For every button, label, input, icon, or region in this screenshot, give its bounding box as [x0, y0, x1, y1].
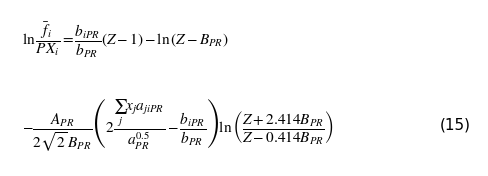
Text: (15): (15) — [440, 118, 471, 133]
Text: $- \dfrac{A_{PR}}{2\sqrt{2}\, B_{PR}} \left( 2 \dfrac{\sum_{j} x_{j} a_{jiPR}}{a: $- \dfrac{A_{PR}}{2\sqrt{2}\, B_{PR}} \l… — [22, 97, 334, 154]
Text: $\ln \dfrac{\bar{f}_{i}}{PX_{i}} = \dfrac{b_{iPR}}{b_{PR}} \left( Z - 1 \right) : $\ln \dfrac{\bar{f}_{i}}{PX_{i}} = \dfra… — [22, 20, 228, 60]
